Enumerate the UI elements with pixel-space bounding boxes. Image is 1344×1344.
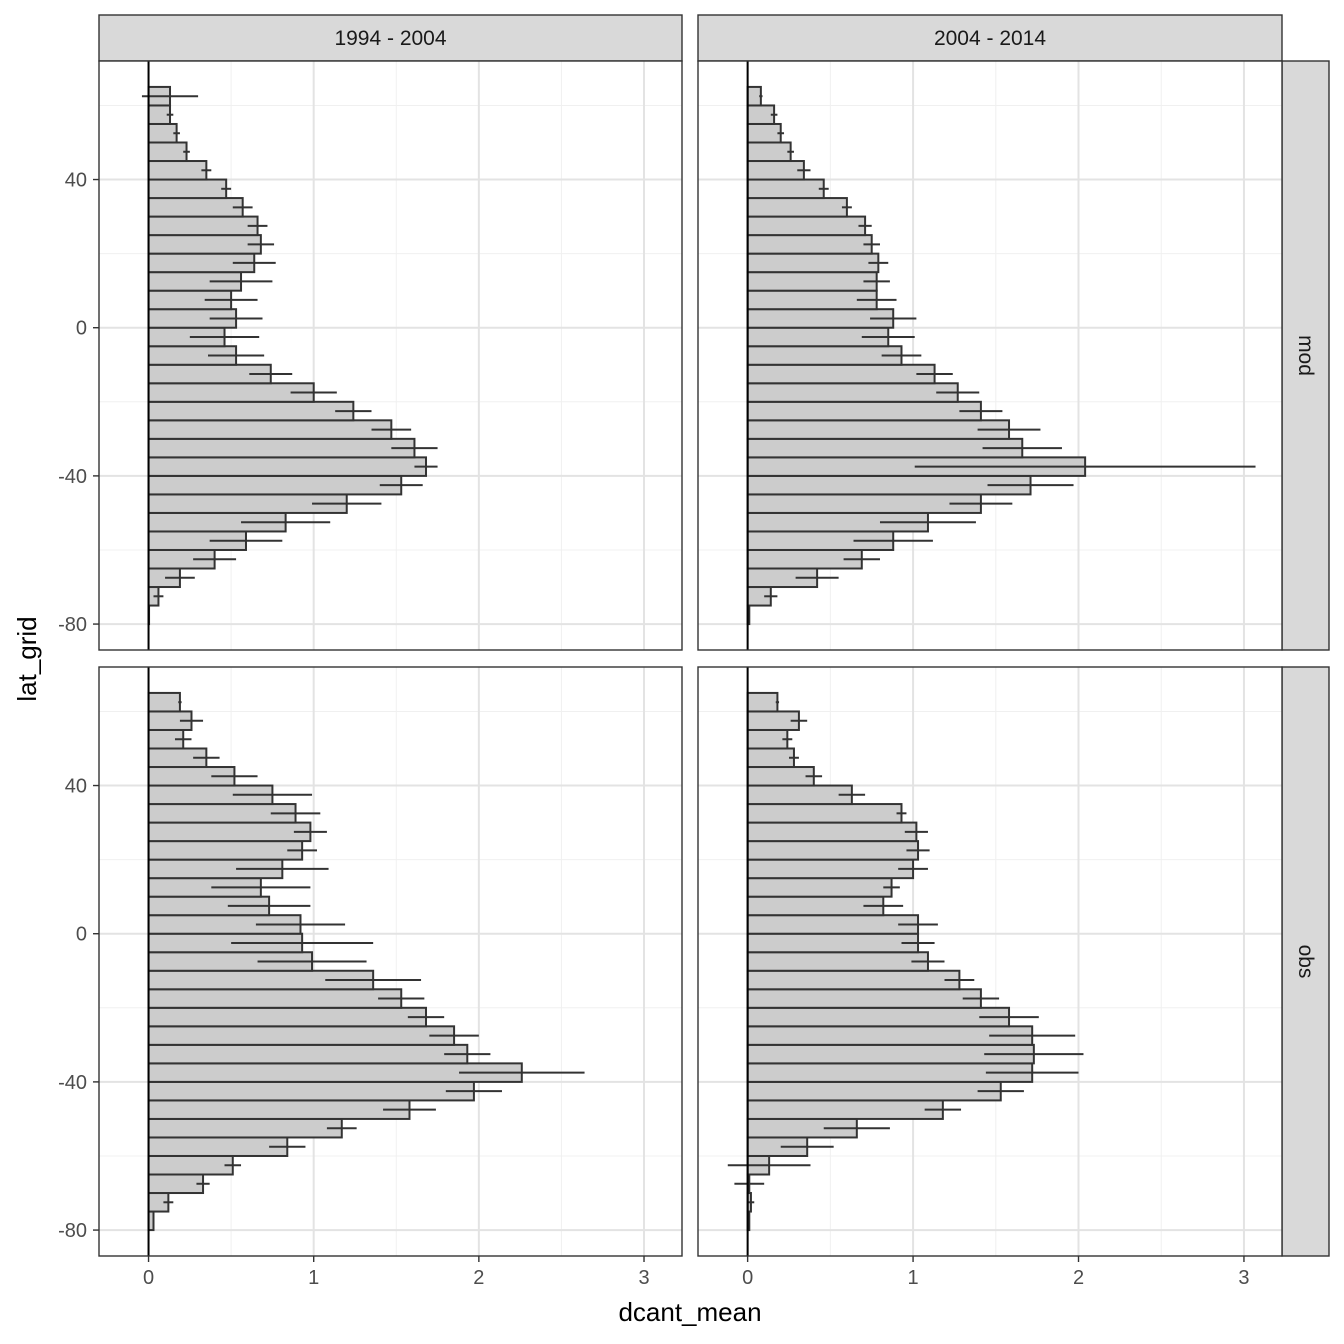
bar bbox=[746, 419, 1011, 440]
y-tick-label: -80 bbox=[58, 1220, 87, 1242]
x-tick-label: 2 bbox=[473, 1267, 484, 1289]
bar bbox=[746, 104, 776, 125]
bar bbox=[147, 141, 188, 163]
x-tick-label: 0 bbox=[742, 1267, 753, 1289]
y-axis-title: lat_grid bbox=[12, 616, 42, 701]
bar bbox=[746, 988, 982, 1009]
bar bbox=[147, 1099, 411, 1120]
bar bbox=[746, 969, 961, 991]
bar bbox=[746, 178, 825, 200]
bar bbox=[147, 419, 393, 440]
bar bbox=[746, 141, 792, 163]
bar bbox=[147, 197, 244, 218]
bar bbox=[147, 215, 259, 237]
facet-strip-label: obs bbox=[1294, 945, 1317, 979]
facet-strip-right bbox=[1281, 60, 1330, 651]
bar bbox=[147, 1025, 456, 1046]
panel-border bbox=[697, 666, 1283, 1257]
bar bbox=[147, 1154, 234, 1176]
facet-panel bbox=[697, 60, 1283, 651]
y-tick-label: 40 bbox=[65, 776, 87, 798]
bar bbox=[746, 437, 1024, 459]
bar bbox=[746, 234, 873, 255]
bar bbox=[746, 400, 982, 422]
bar bbox=[147, 456, 428, 477]
facet-strip-label: 2004 - 2014 bbox=[934, 27, 1046, 50]
bar bbox=[147, 1117, 343, 1139]
bar bbox=[147, 821, 312, 843]
bar bbox=[746, 877, 893, 898]
bar bbox=[746, 747, 795, 769]
bar bbox=[147, 1006, 428, 1028]
bar bbox=[147, 400, 355, 422]
bar bbox=[746, 1006, 1011, 1028]
panel-border bbox=[697, 60, 1283, 651]
x-tick-label: 2 bbox=[1073, 1267, 1084, 1289]
facet-strip-top bbox=[98, 14, 683, 62]
facet-strip-label: 1994 - 2004 bbox=[334, 27, 446, 50]
bar bbox=[147, 178, 228, 200]
bar bbox=[746, 821, 918, 843]
bar bbox=[746, 840, 920, 861]
x-axis-title: dcant_mean bbox=[618, 1297, 761, 1327]
bar bbox=[746, 493, 982, 514]
bar bbox=[746, 197, 848, 218]
facet-panel bbox=[697, 666, 1283, 1257]
bar bbox=[746, 1080, 1002, 1102]
x-tick-label: 0 bbox=[143, 1267, 154, 1289]
bar bbox=[746, 345, 903, 366]
bar bbox=[746, 85, 762, 107]
bar bbox=[147, 988, 403, 1009]
bar bbox=[147, 382, 315, 403]
x-tick-label: 1 bbox=[908, 1267, 919, 1289]
x-tick-label: 3 bbox=[1238, 1267, 1249, 1289]
bar bbox=[746, 803, 903, 824]
bar bbox=[746, 784, 853, 806]
bar bbox=[746, 252, 880, 274]
panel-border bbox=[98, 60, 683, 651]
x-tick-label: 1 bbox=[308, 1267, 319, 1289]
bar bbox=[746, 363, 936, 385]
bar bbox=[746, 215, 867, 237]
bar bbox=[147, 691, 181, 713]
bar bbox=[147, 1043, 469, 1065]
facet-panel bbox=[98, 666, 683, 1257]
bar bbox=[746, 932, 920, 954]
y-tick-label: -40 bbox=[58, 1072, 87, 1094]
y-tick-label: 40 bbox=[65, 170, 87, 192]
bar bbox=[746, 951, 929, 972]
bar bbox=[746, 122, 782, 144]
bar bbox=[147, 840, 304, 861]
bar bbox=[746, 914, 920, 935]
bar bbox=[746, 895, 885, 917]
bar bbox=[147, 122, 178, 144]
bar bbox=[147, 474, 403, 496]
bar bbox=[147, 1136, 289, 1157]
bar bbox=[746, 728, 789, 750]
bar bbox=[746, 160, 805, 181]
bar bbox=[147, 1080, 475, 1102]
facet-panel bbox=[98, 60, 683, 651]
y-tick-label: 0 bbox=[76, 318, 87, 340]
bar bbox=[147, 160, 208, 181]
bar bbox=[746, 271, 878, 292]
facet-strip-right bbox=[1281, 666, 1330, 1257]
bar bbox=[746, 766, 815, 787]
y-tick-label: -40 bbox=[58, 466, 87, 488]
y-tick-label: 0 bbox=[76, 924, 87, 946]
facet-strip-label: mod bbox=[1294, 335, 1317, 376]
bar bbox=[147, 437, 416, 459]
y-tick-label: -80 bbox=[58, 614, 87, 636]
facet-strip-top bbox=[697, 14, 1283, 62]
bar bbox=[147, 234, 262, 255]
bar bbox=[746, 382, 959, 403]
bar bbox=[746, 858, 915, 880]
x-tick-label: 3 bbox=[638, 1267, 649, 1289]
bar bbox=[746, 691, 779, 713]
panel-border bbox=[98, 666, 683, 1257]
bar bbox=[746, 1099, 944, 1120]
bar bbox=[147, 1173, 205, 1195]
